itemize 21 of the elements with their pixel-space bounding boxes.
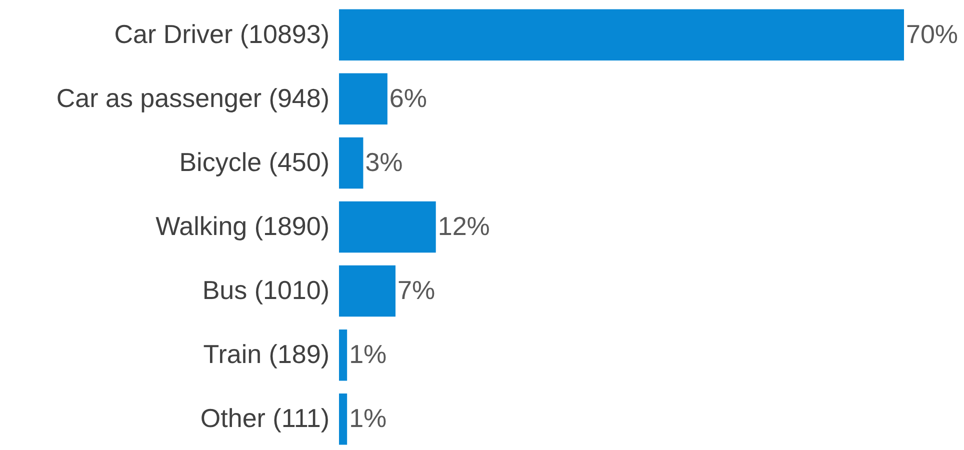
y-tick-label: Car Driver (10893) bbox=[114, 18, 330, 49]
y-tick-label: Walking (1890) bbox=[156, 211, 330, 241]
y-tick-label: Train (189) bbox=[203, 339, 330, 370]
bar bbox=[339, 329, 348, 381]
bar bbox=[339, 201, 436, 253]
y-tick-label: Bicycle (450) bbox=[179, 146, 330, 177]
bar bbox=[339, 265, 396, 317]
bar bbox=[339, 137, 364, 189]
data-label: 1% bbox=[349, 339, 387, 370]
data-label: 3% bbox=[365, 146, 403, 177]
y-tick-label: Other (111) bbox=[200, 403, 330, 434]
bar bbox=[339, 394, 348, 445]
bar bbox=[339, 73, 388, 125]
data-label: 7% bbox=[398, 275, 436, 306]
data-label: 70% bbox=[906, 18, 958, 49]
bar bbox=[339, 9, 904, 60]
data-label: 1% bbox=[349, 403, 387, 434]
data-label: 12% bbox=[438, 211, 490, 241]
y-tick-label: Car as passenger (948) bbox=[56, 82, 330, 113]
y-tick-label: Bus (1010) bbox=[202, 275, 330, 306]
data-label: 6% bbox=[389, 82, 428, 113]
